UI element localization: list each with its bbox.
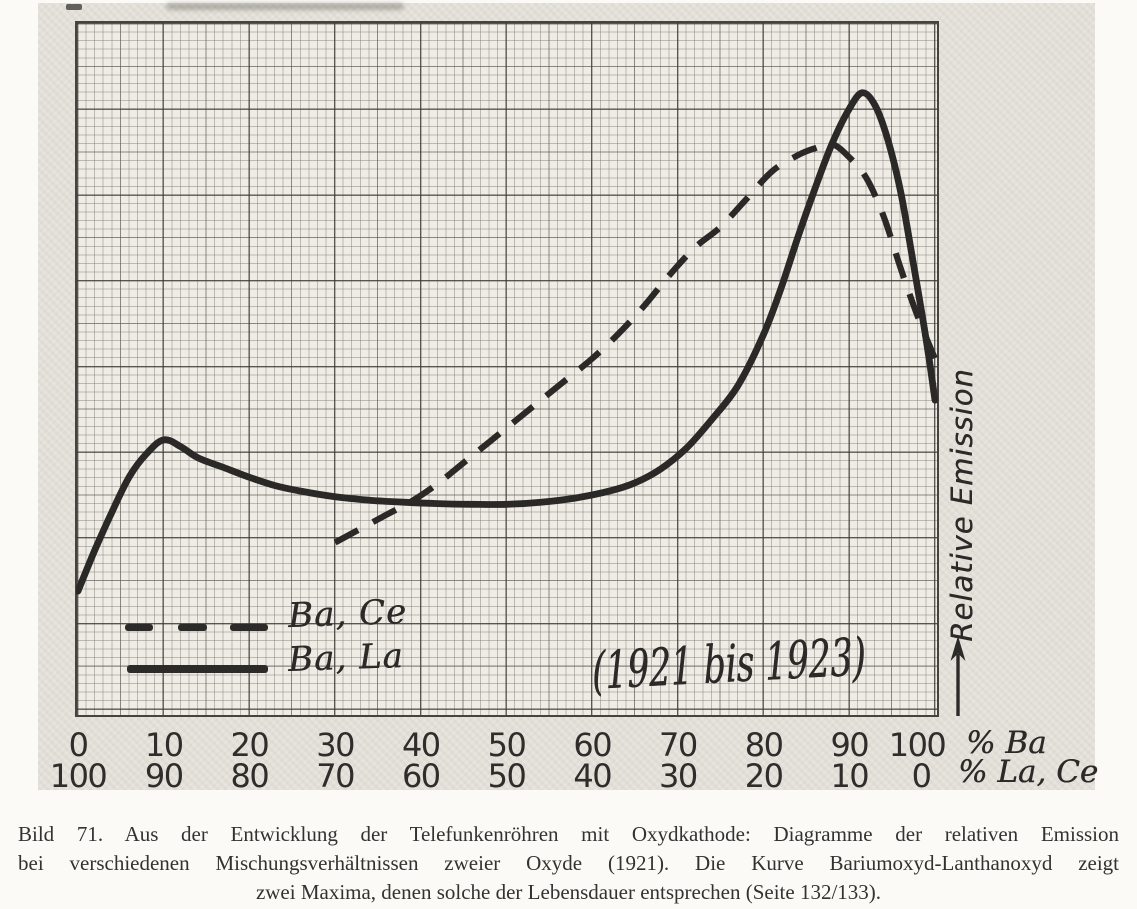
scan-artifact (66, 4, 82, 10)
emission-curves (76, 89, 938, 595)
x-tick-label: 60 (573, 726, 612, 764)
x-axis-lace-unit: % La, Ce (958, 754, 1099, 790)
legend-label-ba-ce: Ba, Ce (287, 591, 408, 637)
figure-caption: Bild 71. Aus der Entwicklung der Telefun… (18, 820, 1119, 907)
caption-line: bei verschiedenen Mischungsverhältnissen… (18, 851, 1119, 875)
x-tick-label: 80 (744, 726, 784, 764)
legend-dashed-line-sample (125, 624, 153, 631)
scan-artifact (166, 3, 404, 10)
x-tick-label: 20 (744, 757, 784, 795)
x-tick-label: 90 (830, 726, 869, 764)
x-tick-label: 100 (49, 757, 108, 795)
x-tick-label: 30 (316, 726, 355, 764)
x-tick-label: 10 (144, 726, 184, 764)
caption-line: zwei Maxima, denen solche der Lebensdaue… (255, 880, 882, 904)
ba-ce-curve (333, 140, 938, 546)
x-tick-label: 50 (487, 726, 527, 764)
legend-label-ba-la: Ba, La (287, 635, 405, 681)
x-tick-label: 0 (68, 726, 89, 764)
graph-paper-plot-area (75, 21, 939, 717)
x-tick-label: 90 (144, 757, 184, 795)
legend-dashed-line-sample (178, 624, 207, 631)
ba-la-curve (76, 89, 938, 595)
legend-dashed-line-sample (230, 624, 268, 631)
x-axis-ba-unit: % Ba (966, 725, 1047, 761)
legend-solid-line-sample (127, 665, 268, 673)
x-tick-label: 30 (659, 757, 698, 795)
x-tick-label: 70 (659, 726, 698, 764)
x-tick-label: 40 (573, 757, 612, 795)
x-axis-lace-ticks: 100 90 80 70 60 50 40 30 20 10 0 (0, 757, 1137, 795)
x-tick-label: 20 (230, 726, 270, 764)
x-tick-label: 40 (401, 726, 441, 764)
x-tick-label: 100 (888, 726, 947, 764)
x-tick-label: 80 (230, 757, 270, 795)
x-tick-label: 10 (830, 757, 869, 795)
y-axis-label: Relative Emission (945, 368, 979, 642)
x-axis-ba-ticks: 0 10 20 30 40 50 60 70 80 90 100 (0, 726, 1137, 764)
x-tick-label: 0 (911, 757, 932, 795)
up-arrow-icon (950, 636, 966, 716)
x-tick-label: 60 (401, 757, 441, 795)
x-tick-label: 70 (316, 757, 355, 795)
x-tick-label: 50 (487, 757, 527, 795)
caption-line: Bild 71. Aus der Entwicklung der Telefun… (18, 822, 1119, 846)
